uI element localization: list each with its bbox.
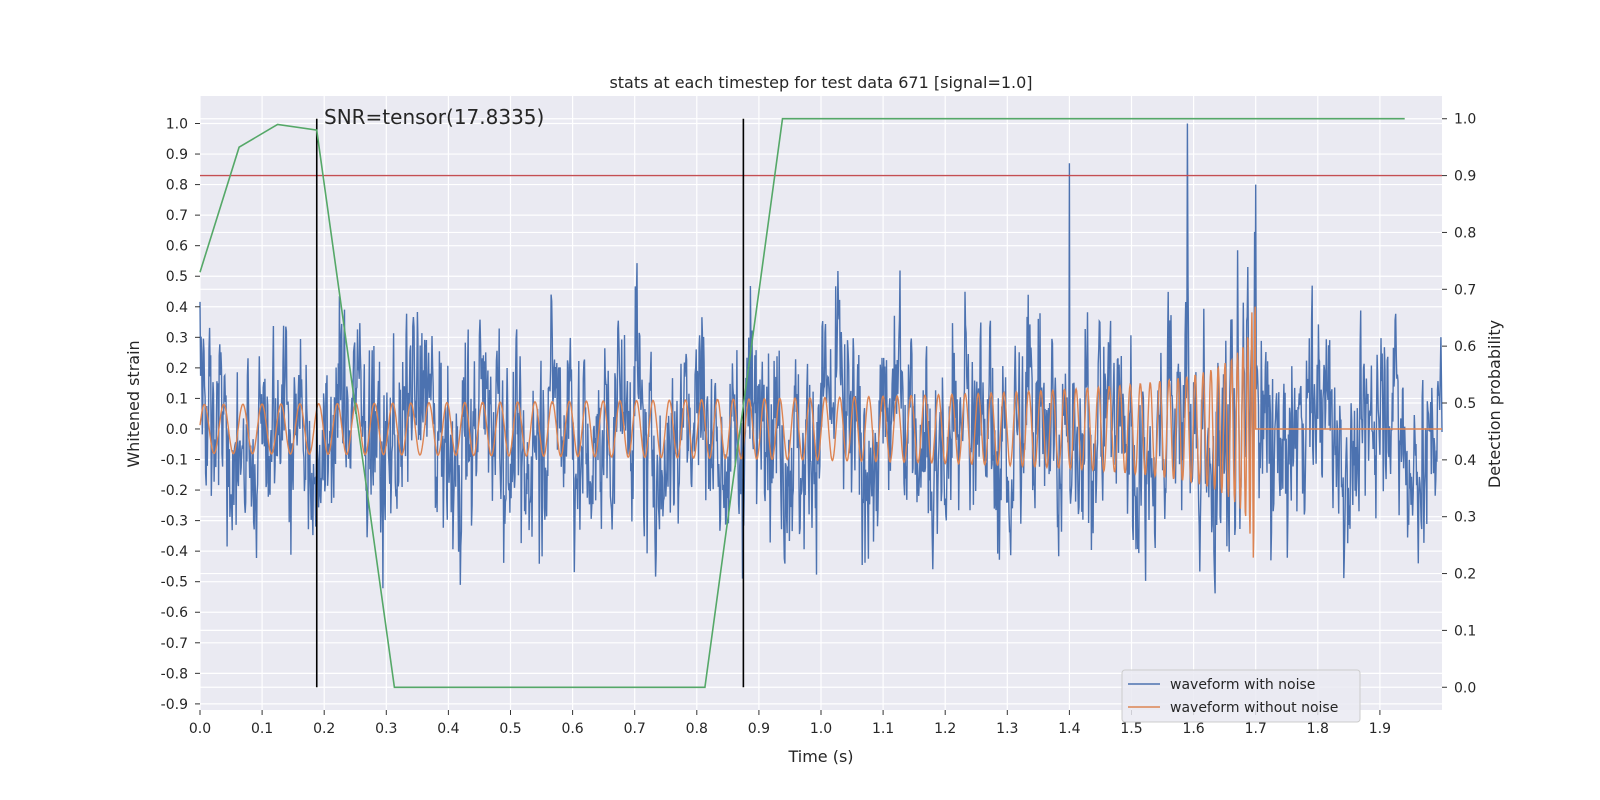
y2-tick-label: 0.1 (1454, 623, 1476, 639)
y2-tick-label: 0.8 (1454, 225, 1476, 241)
x-tick-label: 1.2 (934, 721, 956, 737)
y2-tick-label: 1.0 (1454, 112, 1476, 128)
snr-annotation: SNR=tensor(17.8335) (324, 105, 544, 129)
x-tick-label: 0.5 (499, 721, 521, 737)
y-tick-label: 0.0 (166, 422, 188, 438)
y-tick-label: 0.6 (166, 239, 188, 255)
x-tick-label: 1.5 (1120, 721, 1142, 737)
legend-box (1121, 669, 1361, 723)
y2-tick-label: 0.6 (1454, 339, 1476, 355)
ticks-layer: 0.0 0.1 0.2 0.3 0.4 0.5 0.6 0.7 0.8 0.9 1.0 1.1 1.2 1… (161, 112, 1477, 737)
y2-tick-label: 0.5 (1454, 396, 1476, 412)
x-tick-label: 0.1 (251, 721, 273, 737)
x-tick-label: 0.2 (313, 721, 335, 737)
y2-tick-label: 0.4 (1454, 453, 1476, 469)
y2-tick-label: 0.2 (1454, 567, 1476, 583)
y2-tick-label: 0.3 (1454, 510, 1476, 526)
y-tick-label: 0.4 (166, 300, 188, 316)
y-tick-label: -0.6 (161, 605, 188, 621)
chart-title: stats at each timestep for test data 671… (609, 73, 1032, 92)
x-tick-label: 0.0 (189, 721, 211, 737)
y-tick-label: 0.8 (166, 178, 188, 194)
y2-axis-label: Detection probability (1485, 320, 1504, 488)
series-line-waveform-with-noise (199, 123, 1443, 594)
y-tick-label: -0.8 (161, 666, 188, 682)
x-tick-label: 0.7 (624, 721, 646, 737)
x-tick-label: 1.1 (872, 721, 894, 737)
x-tick-label: 1.8 (1307, 721, 1329, 737)
x-axis-label: Time (s) (787, 747, 853, 766)
x-tick-label: 1.9 (1369, 721, 1391, 737)
y-tick-label: 0.5 (166, 269, 188, 285)
y-tick-label: 0.2 (166, 361, 188, 377)
y-tick-label: -0.5 (161, 575, 188, 591)
y-axis-label: Whitened strain (124, 340, 143, 467)
y-tick-label: 0.3 (166, 330, 188, 346)
series-layer (199, 117, 1443, 689)
y-tick-label: -0.3 (161, 514, 188, 530)
series-line-detection-probability (199, 117, 1405, 689)
x-tick-label: 1.7 (1245, 721, 1267, 737)
y-tick-label: 0.7 (166, 208, 188, 224)
y2-tick-label: 0.0 (1454, 680, 1476, 696)
x-tick-label: 0.4 (437, 721, 459, 737)
y-tick-label: -0.7 (161, 636, 188, 652)
x-tick-label: 1.4 (1058, 721, 1080, 737)
x-tick-label: 1.3 (996, 721, 1018, 737)
x-tick-label: 0.6 (561, 721, 583, 737)
series-line-waveform-without-noise (199, 306, 1442, 558)
legend: waveform with noise waveform without noi… (1121, 669, 1361, 723)
y-tick-label: -0.4 (161, 544, 188, 560)
y-tick-label: -0.1 (161, 453, 188, 469)
y-tick-label: 0.1 (166, 391, 188, 407)
x-tick-label: 1.0 (810, 721, 832, 737)
x-tick-label: 0.8 (686, 721, 708, 737)
legend-label-waveform-with-noise: waveform with noise (1170, 677, 1315, 693)
x-tick-label: 1.6 (1182, 721, 1204, 737)
y-tick-label: -0.9 (161, 697, 188, 713)
y-tick-label: -0.2 (161, 483, 188, 499)
x-tick-label: 0.9 (748, 721, 770, 737)
x-tick-label: 0.3 (375, 721, 397, 737)
y2-tick-label: 0.7 (1454, 282, 1476, 298)
y-tick-label: 1.0 (166, 116, 188, 132)
y-tick-label: 0.9 (166, 147, 188, 163)
y2-tick-label: 0.9 (1454, 169, 1476, 185)
legend-label-waveform-without-noise: waveform without noise (1170, 700, 1338, 716)
